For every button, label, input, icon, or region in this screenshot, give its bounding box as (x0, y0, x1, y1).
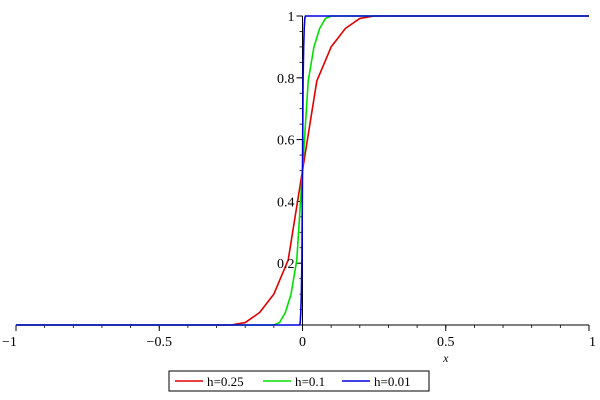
legend-label-1: h=0.25 (207, 374, 244, 389)
x-tick-label: −0.5 (147, 335, 172, 350)
x-tick-label: 1 (589, 335, 596, 350)
legend-label-3: h=0.01 (374, 374, 411, 389)
series-lines (16, 15, 589, 326)
series-line-3 (16, 15, 589, 326)
tick-labels: −1 −0.5 0 0.5 1 0.2 0.4 0.6 0.8 1 (2, 10, 596, 350)
x-axis-label: x (442, 351, 449, 365)
y-tick-label: 0.8 (277, 72, 295, 87)
x-tick-label: 0.5 (437, 335, 455, 350)
legend-box (168, 370, 430, 392)
y-tick-label: 0.2 (277, 257, 295, 272)
x-tick-label: 0 (299, 335, 306, 350)
legend-label-2: h=0.1 (295, 374, 325, 389)
y-tick-label: 0.6 (277, 134, 295, 149)
x-tick-label: −1 (2, 335, 17, 350)
legend: h=0.25 h=0.1 h=0.01 (168, 370, 430, 392)
y-tick-label: 0.4 (277, 195, 295, 210)
y-tick-label: 1 (288, 10, 295, 25)
